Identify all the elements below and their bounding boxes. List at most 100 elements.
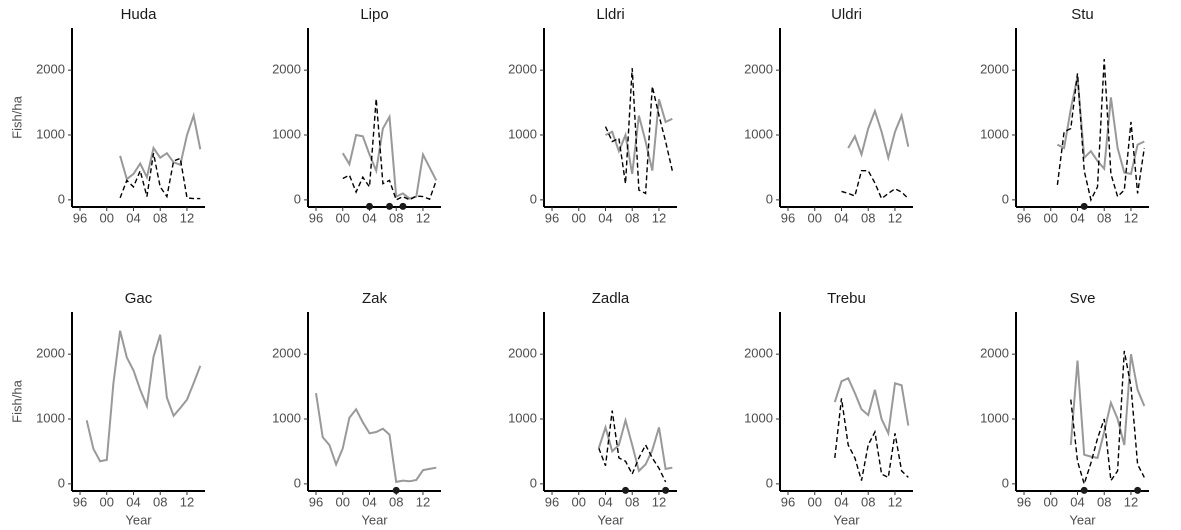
x-tick-label: 96: [1017, 494, 1031, 509]
y-tick-label: 2000: [36, 62, 65, 77]
x-tick-label: 96: [781, 494, 795, 509]
zero-marker: [392, 486, 400, 494]
x-tick-label: 04: [598, 494, 612, 509]
zero-marker: [622, 486, 630, 494]
x-tick-label: 12: [180, 210, 194, 225]
x-tick-label: 12: [416, 494, 430, 509]
y-tick-label: 2000: [36, 346, 65, 361]
panel-title: Uldri: [831, 6, 862, 23]
x-tick-label: 12: [888, 494, 902, 509]
panel-title: Sve: [1070, 290, 1096, 307]
y-tick-label: 0: [1002, 191, 1009, 206]
panel-title: Huda: [121, 6, 158, 23]
panel-title: Trebu: [827, 290, 866, 307]
x-tick-label: 96: [309, 494, 323, 509]
y-tick-label: 0: [766, 191, 773, 206]
solid-line: [1056, 76, 1145, 176]
panel-title: Zak: [362, 290, 388, 307]
x-axis-label: Year: [833, 512, 860, 527]
y-tick-label: 0: [58, 475, 65, 490]
y-tick-label: 1000: [744, 126, 773, 141]
y-tick-label: 1000: [980, 410, 1009, 425]
y-tick-label: 2000: [744, 346, 773, 361]
x-axis-label: Year: [361, 512, 388, 527]
dashed-line: [598, 410, 667, 483]
y-axis-label: Fish/ha: [9, 95, 24, 138]
solid-line: [833, 376, 910, 437]
zero-marker: [1080, 486, 1088, 494]
x-tick-label: 08: [861, 210, 875, 225]
x-tick-label: 00: [336, 494, 350, 509]
x-tick-label: 12: [1124, 494, 1138, 509]
solid-line: [341, 113, 438, 200]
x-tick-label: 96: [781, 210, 795, 225]
y-tick-label: 2000: [508, 62, 537, 77]
y-tick-label: 2000: [744, 62, 773, 77]
panel-title: Lipo: [360, 6, 388, 23]
x-tick-label: 00: [808, 210, 822, 225]
solid-line: [1069, 354, 1146, 460]
dashed-line: [841, 170, 909, 200]
dashed-line: [834, 398, 909, 481]
x-tick-label: 08: [1097, 494, 1111, 509]
zero-marker: [365, 202, 373, 210]
zero-marker: [1134, 486, 1142, 494]
solid-line: [605, 99, 673, 175]
y-tick-label: 0: [294, 191, 301, 206]
x-tick-label: 08: [389, 210, 403, 225]
x-tick-label: 04: [126, 494, 140, 509]
x-tick-label: 04: [1070, 210, 1084, 225]
y-tick-label: 1000: [508, 410, 537, 425]
x-tick-label: 12: [1124, 210, 1138, 225]
dashed-line: [1056, 59, 1145, 202]
x-tick-label: 00: [100, 210, 114, 225]
x-tick-label: 00: [572, 210, 586, 225]
panel-title: Lldri: [596, 6, 624, 23]
y-tick-label: 1000: [744, 410, 773, 425]
x-tick-label: 00: [1044, 210, 1058, 225]
x-tick-label: 08: [153, 494, 167, 509]
y-tick-label: 2000: [980, 62, 1009, 77]
x-axis-label: Year: [1069, 512, 1096, 527]
x-tick-label: 08: [625, 494, 639, 509]
solid-line: [847, 107, 910, 162]
y-tick-label: 0: [530, 475, 537, 490]
solid-line: [597, 416, 673, 473]
x-tick-label: 96: [309, 210, 323, 225]
x-tick-label: 08: [861, 494, 875, 509]
panel-title: Gac: [125, 290, 153, 307]
y-tick-label: 2000: [272, 62, 301, 77]
x-tick-label: 12: [888, 210, 902, 225]
x-tick-label: 04: [834, 210, 848, 225]
x-tick-label: 12: [180, 494, 194, 509]
x-tick-label: 00: [1044, 494, 1058, 509]
x-tick-label: 08: [625, 210, 639, 225]
x-tick-label: 12: [652, 210, 666, 225]
y-tick-label: 1000: [272, 126, 301, 141]
zero-marker: [1080, 202, 1088, 210]
y-tick-label: 0: [530, 191, 537, 206]
x-axis-label: Year: [125, 512, 152, 527]
x-tick-label: 04: [362, 494, 376, 509]
dashed-line: [1070, 350, 1145, 487]
y-axis-label: Fish/ha: [9, 379, 24, 422]
x-tick-label: 96: [1017, 210, 1031, 225]
x-tick-label: 96: [73, 210, 87, 225]
solid-line: [85, 330, 202, 463]
dashed-line: [342, 98, 437, 201]
x-tick-label: 04: [1070, 494, 1084, 509]
y-tick-label: 1000: [272, 410, 301, 425]
y-tick-label: 2000: [272, 346, 301, 361]
y-tick-label: 0: [1002, 475, 1009, 490]
x-tick-label: 12: [416, 210, 430, 225]
x-tick-label: 00: [336, 210, 350, 225]
zero-marker: [399, 202, 407, 210]
x-tick-label: 04: [126, 210, 140, 225]
panel-title: Zadla: [592, 290, 630, 307]
x-tick-label: 96: [545, 210, 559, 225]
x-tick-label: 12: [652, 494, 666, 509]
y-tick-label: 1000: [36, 126, 65, 141]
y-tick-label: 0: [766, 475, 773, 490]
x-tick-label: 08: [389, 494, 403, 509]
